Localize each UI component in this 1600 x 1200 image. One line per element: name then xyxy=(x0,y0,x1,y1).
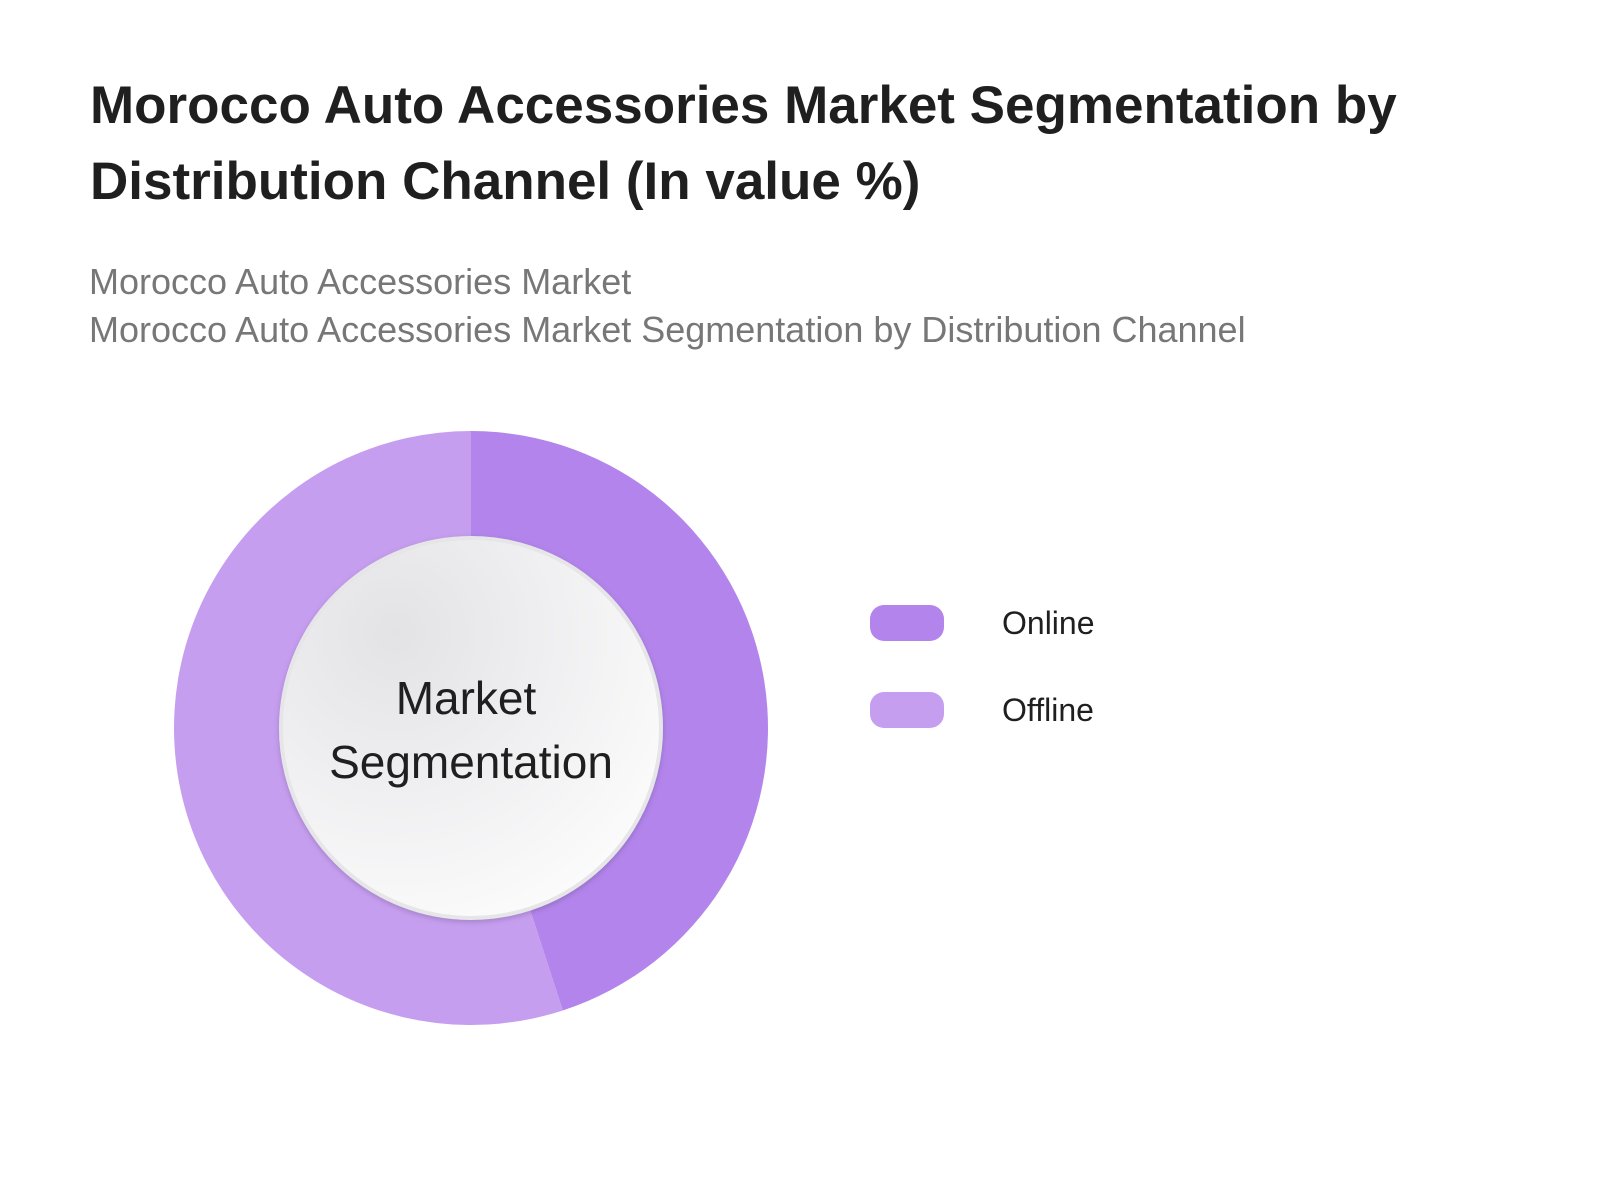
center-label-line-1: Market xyxy=(396,672,537,724)
legend-swatch-offline xyxy=(870,692,944,728)
subtitle-line-2: Morocco Auto Accessories Market Segmenta… xyxy=(89,309,1246,350)
center-label-line-2: Segmentation xyxy=(329,736,613,788)
legend-item-offline[interactable]: Offline xyxy=(870,692,1094,728)
donut-slices xyxy=(174,431,769,1026)
donut-center-hole xyxy=(279,536,663,920)
chart-subtitle: Morocco Auto Accessories Market Morocco … xyxy=(89,258,1539,354)
legend-item-online[interactable]: Online xyxy=(870,605,1095,641)
legend-swatch-online xyxy=(870,605,944,641)
subtitle-line-1: Morocco Auto Accessories Market xyxy=(89,261,632,302)
slice-offline[interactable] xyxy=(174,431,563,1026)
slice-online[interactable] xyxy=(471,431,769,1011)
legend: Online Offline xyxy=(870,605,1095,728)
chart-title: Morocco Auto Accessories Market Segmenta… xyxy=(90,76,1397,211)
legend-label-online: Online xyxy=(1002,605,1095,641)
legend-label-offline: Offline xyxy=(1002,692,1094,728)
